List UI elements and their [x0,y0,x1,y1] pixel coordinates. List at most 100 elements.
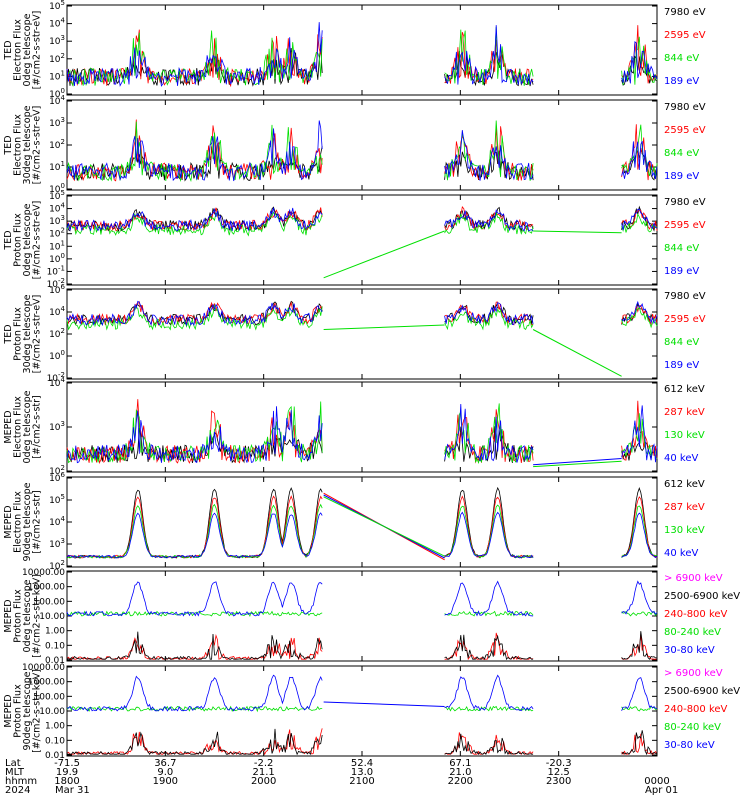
y-tick-label: 106 [49,471,65,484]
series-trace [66,728,658,756]
y-axis-label: [#/cm2-s-str-eV] [32,201,43,280]
y-tick-label: 104 [49,94,65,107]
time-value: 2000 [251,776,276,787]
time-value: 2100 [349,776,374,787]
series-trace [66,26,658,88]
legend-entry: 189 eV [664,76,699,87]
y-tick-label: 10-1 [47,264,65,277]
legend-entry: 30-80 keV [664,740,715,751]
y-tick-label: 10.00 [39,707,65,717]
legend-entry: 80-240 keV [664,722,721,733]
start-date: Mar 31 [55,785,90,796]
series-trace [66,304,658,331]
y-tick-label: 102 [49,559,65,572]
y-tick-label: 100 [49,349,65,362]
y-tick-label: 1000.00 [28,678,65,688]
legend-entry: > 6900 keV [664,668,723,679]
mlt-value: 19.9 [56,767,78,778]
y-tick-label: 104 [49,17,65,30]
series-trace [66,207,658,232]
legend-entry: 612 keV [664,479,705,490]
y-tick-label: 101 [49,239,65,252]
y-tick-label: 104 [49,202,65,215]
legend-entry: 844 eV [664,243,699,254]
legend-entry: 189 eV [664,171,699,182]
legend-entry: 844 eV [664,148,699,159]
legend-entry: 7980 eV [664,291,706,302]
series-trace [66,22,658,87]
y-tick-label: 1000.00 [28,583,65,593]
y-tick-label: 105 [49,189,65,202]
y-tick-label: 104 [49,376,65,389]
y-tick-label: 10-2 [47,277,65,290]
y-tick-label: 102 [49,52,65,65]
y-axis-label: 30deg telescope [22,105,33,184]
y-axis-label: Proton Flux [13,684,24,738]
y-tick-label: 101 [49,160,65,173]
x-row-label: 2024 [5,785,30,796]
mlt-value: 13.0 [351,767,373,778]
legend-entry: 130 keV [664,430,705,441]
y-tick-label: 1.00 [45,722,65,732]
y-axis-label: Electron Flux [13,396,24,458]
y-axis-label: 90deg telescope [22,671,33,750]
lat-value: 36.7 [154,758,176,769]
x-row-label: Lat [5,758,21,769]
panel-frame [66,288,658,380]
mlt-value: 12.5 [548,767,570,778]
legend-entry: 287 keV [664,407,705,418]
series-trace [66,632,657,661]
legend-entry: 844 eV [664,53,699,64]
legend-entry: 30-80 keV [664,645,715,656]
y-axis-label: MEPED [3,599,14,632]
y-tick-label: 102 [49,464,65,477]
time-value: 2300 [546,776,571,787]
y-axis-label: Proton Flux [13,307,24,361]
y-axis-label: TED [3,230,14,250]
time-value: 1800 [54,776,79,787]
series-trace [66,205,658,232]
y-tick-label: 103 [49,34,65,47]
y-axis-label: Electron Flux [13,114,24,176]
x-row-label: MLT [5,767,25,778]
series-trace [66,46,658,87]
legend-entry: 2595 eV [664,220,706,231]
series-trace [66,403,658,464]
panel-frame [66,570,658,662]
y-axis-label: TED [3,324,14,344]
legend-entry: 240-800 keV [664,609,728,620]
gap-line [533,230,622,234]
legend-entry: 844 eV [664,337,699,348]
y-axis-label: MEPED [3,694,14,727]
y-axis-label: 0deg telescope [22,579,33,652]
y-axis-label: Proton Flux [13,589,24,643]
y-tick-label: 100 [49,182,65,195]
series-trace [67,728,658,756]
series-trace [66,119,658,182]
y-tick-label: 105 [49,0,65,12]
legend-entry: 2595 eV [664,30,706,41]
series-trace [66,300,658,327]
y-axis-label: [#/cm2-s-str-keV] [32,574,43,658]
y-tick-label: 0.01 [45,751,65,761]
y-axis-label: 0deg telescope [22,13,33,86]
legend-entry: 7980 eV [664,7,706,18]
series-trace [66,486,658,559]
legend-entry: 189 eV [664,266,699,277]
y-tick-label: 102 [49,327,65,340]
x-row-label: hhmm [5,776,37,787]
y-tick-label: 103 [49,214,65,227]
series-trace [66,120,658,183]
y-axis-label: 90deg telescope [22,482,33,561]
y-tick-label: 100 [49,87,65,100]
series-trace [66,120,658,182]
lat-value: -71.5 [54,758,80,769]
legend-entry: 189 eV [664,360,699,371]
legend-entry: 40 keV [664,453,698,464]
